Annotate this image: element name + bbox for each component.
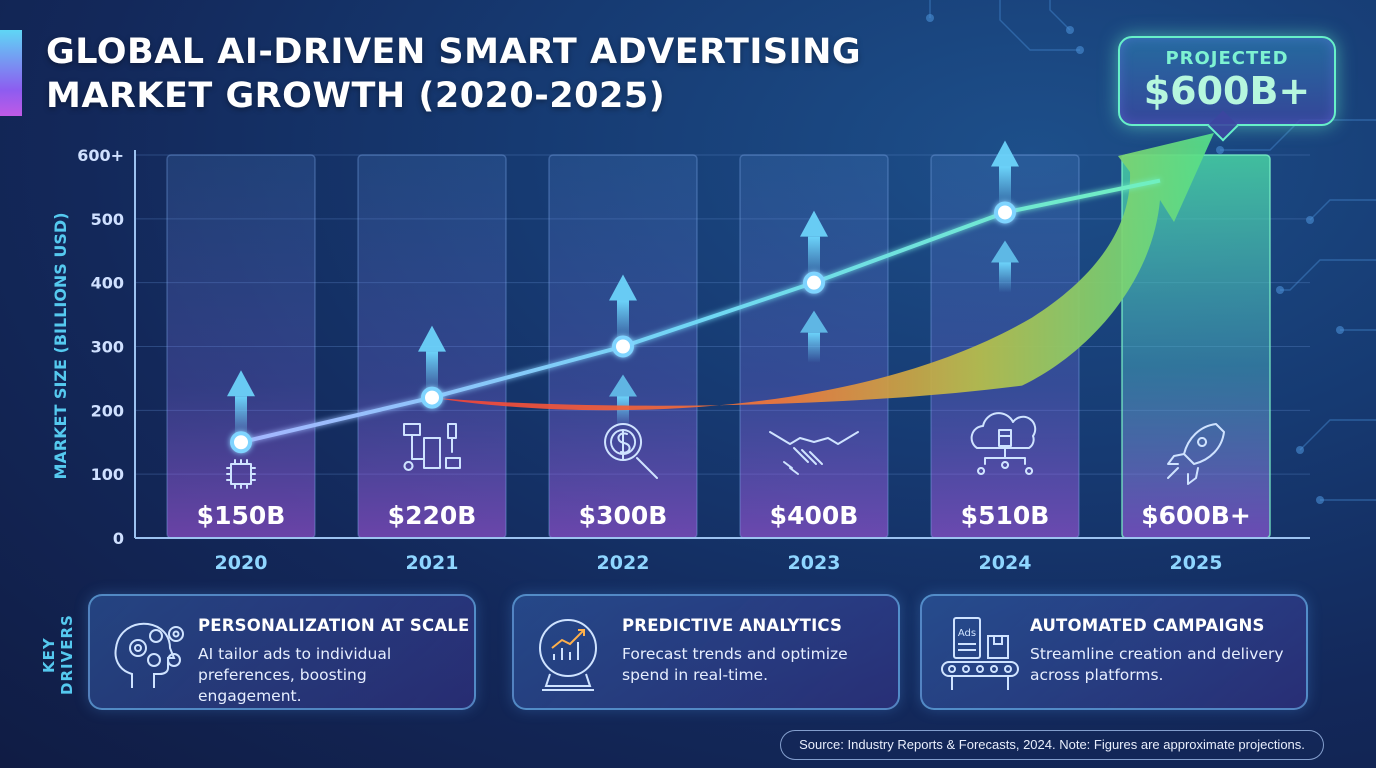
y-tick-label: 100 — [91, 465, 124, 484]
data-label: $510B — [961, 501, 1050, 530]
projected-callout: PROJECTED $600B+ — [1118, 36, 1336, 142]
bar-2020 — [166, 154, 316, 539]
driver-text: Streamline creation and delivery across … — [1030, 645, 1284, 684]
growth-up-arrow-icon — [800, 210, 828, 363]
data-label: $300B — [579, 501, 668, 530]
growth-up-arrow-icon — [227, 370, 255, 441]
head-gears-icon — [114, 622, 184, 688]
dollar-search-icon — [604, 423, 658, 479]
x-tick-label: 2024 — [979, 552, 1032, 574]
data-label: $150B — [197, 501, 286, 530]
devices-icon — [403, 423, 461, 471]
data-point — [230, 431, 252, 454]
growth-trend-arrow — [432, 133, 1214, 411]
crystal-ball-chart-icon — [539, 619, 597, 691]
title-accent-bar — [0, 30, 22, 116]
driver-card-personalization: PERSONALIZATION AT SCALE AI tailor ads t… — [88, 594, 476, 710]
x-tick-label: 2022 — [597, 552, 650, 574]
driver-title: PREDICTIVE ANALYTICS — [622, 616, 843, 635]
data-label: $400B — [770, 501, 859, 530]
y-tick-label: 500 — [91, 210, 124, 229]
handshake-icon — [769, 431, 859, 475]
growth-up-arrow-icon — [418, 325, 446, 396]
driver-text: Forecast trends and optimize spend in re… — [622, 645, 848, 684]
x-tick-label: 2025 — [1170, 552, 1223, 574]
rocket-icon — [1167, 423, 1225, 485]
driver-card-predictive: PREDICTIVE ANALYTICS Forecast trends and… — [512, 594, 900, 710]
cloud-database-icon — [970, 412, 1037, 475]
chart-axes — [134, 150, 1310, 539]
ads-icon-text: Ads — [958, 628, 976, 639]
x-tick-label: 2023 — [788, 552, 841, 574]
x-tick-label: 2021 — [406, 552, 459, 574]
data-point — [612, 335, 634, 358]
page-title: GLOBAL AI-DRIVEN SMART ADVERTISING MARKE… — [46, 30, 946, 118]
data-label: $220B — [388, 501, 477, 530]
market-growth-chart: $150B $220B $300B $400B $510B $600B+ 0 100 200 3… — [51, 133, 1310, 574]
projected-value: $600B+ — [1143, 69, 1311, 113]
series-line — [240, 178, 1161, 445]
title-line-2: MARKET GROWTH (2020-2025) — [46, 76, 666, 116]
driver-text: AI tailor ads to individual preferences,… — [198, 645, 392, 705]
growth-up-arrow-icon — [991, 140, 1019, 293]
growth-up-arrow-icon — [609, 274, 637, 427]
x-tick-label: 2020 — [215, 552, 268, 574]
data-label: $600B+ — [1141, 501, 1251, 530]
data-point — [994, 201, 1016, 224]
driver-card-automated: Ads AUTOMATED CAMPAIGNS Streamline creat… — [920, 594, 1308, 710]
driver-title: AUTOMATED CAMPAIGNS — [1030, 616, 1265, 635]
y-tick-label: 400 — [91, 274, 124, 293]
chip-icon — [226, 459, 256, 489]
projected-label: PROJECTED — [1165, 48, 1289, 69]
source-note: Source: Industry Reports & Forecasts, 20… — [780, 730, 1324, 760]
data-point — [803, 271, 825, 294]
y-tick-label: 200 — [91, 401, 124, 420]
conveyor-ads-icon: Ads — [941, 617, 1019, 690]
y-tick-label: 300 — [91, 338, 124, 357]
data-point — [421, 386, 443, 409]
y-tick-label: 600+ — [77, 146, 124, 165]
title-line-1: GLOBAL AI-DRIVEN SMART ADVERTISING — [46, 32, 862, 72]
y-axis-label: MARKET SIZE (BILLIONS USD) — [51, 212, 70, 479]
driver-title: PERSONALIZATION AT SCALE — [198, 616, 470, 635]
key-drivers-label: KEY DRIVERS — [40, 614, 76, 696]
y-tick-label: 0 — [113, 529, 124, 548]
